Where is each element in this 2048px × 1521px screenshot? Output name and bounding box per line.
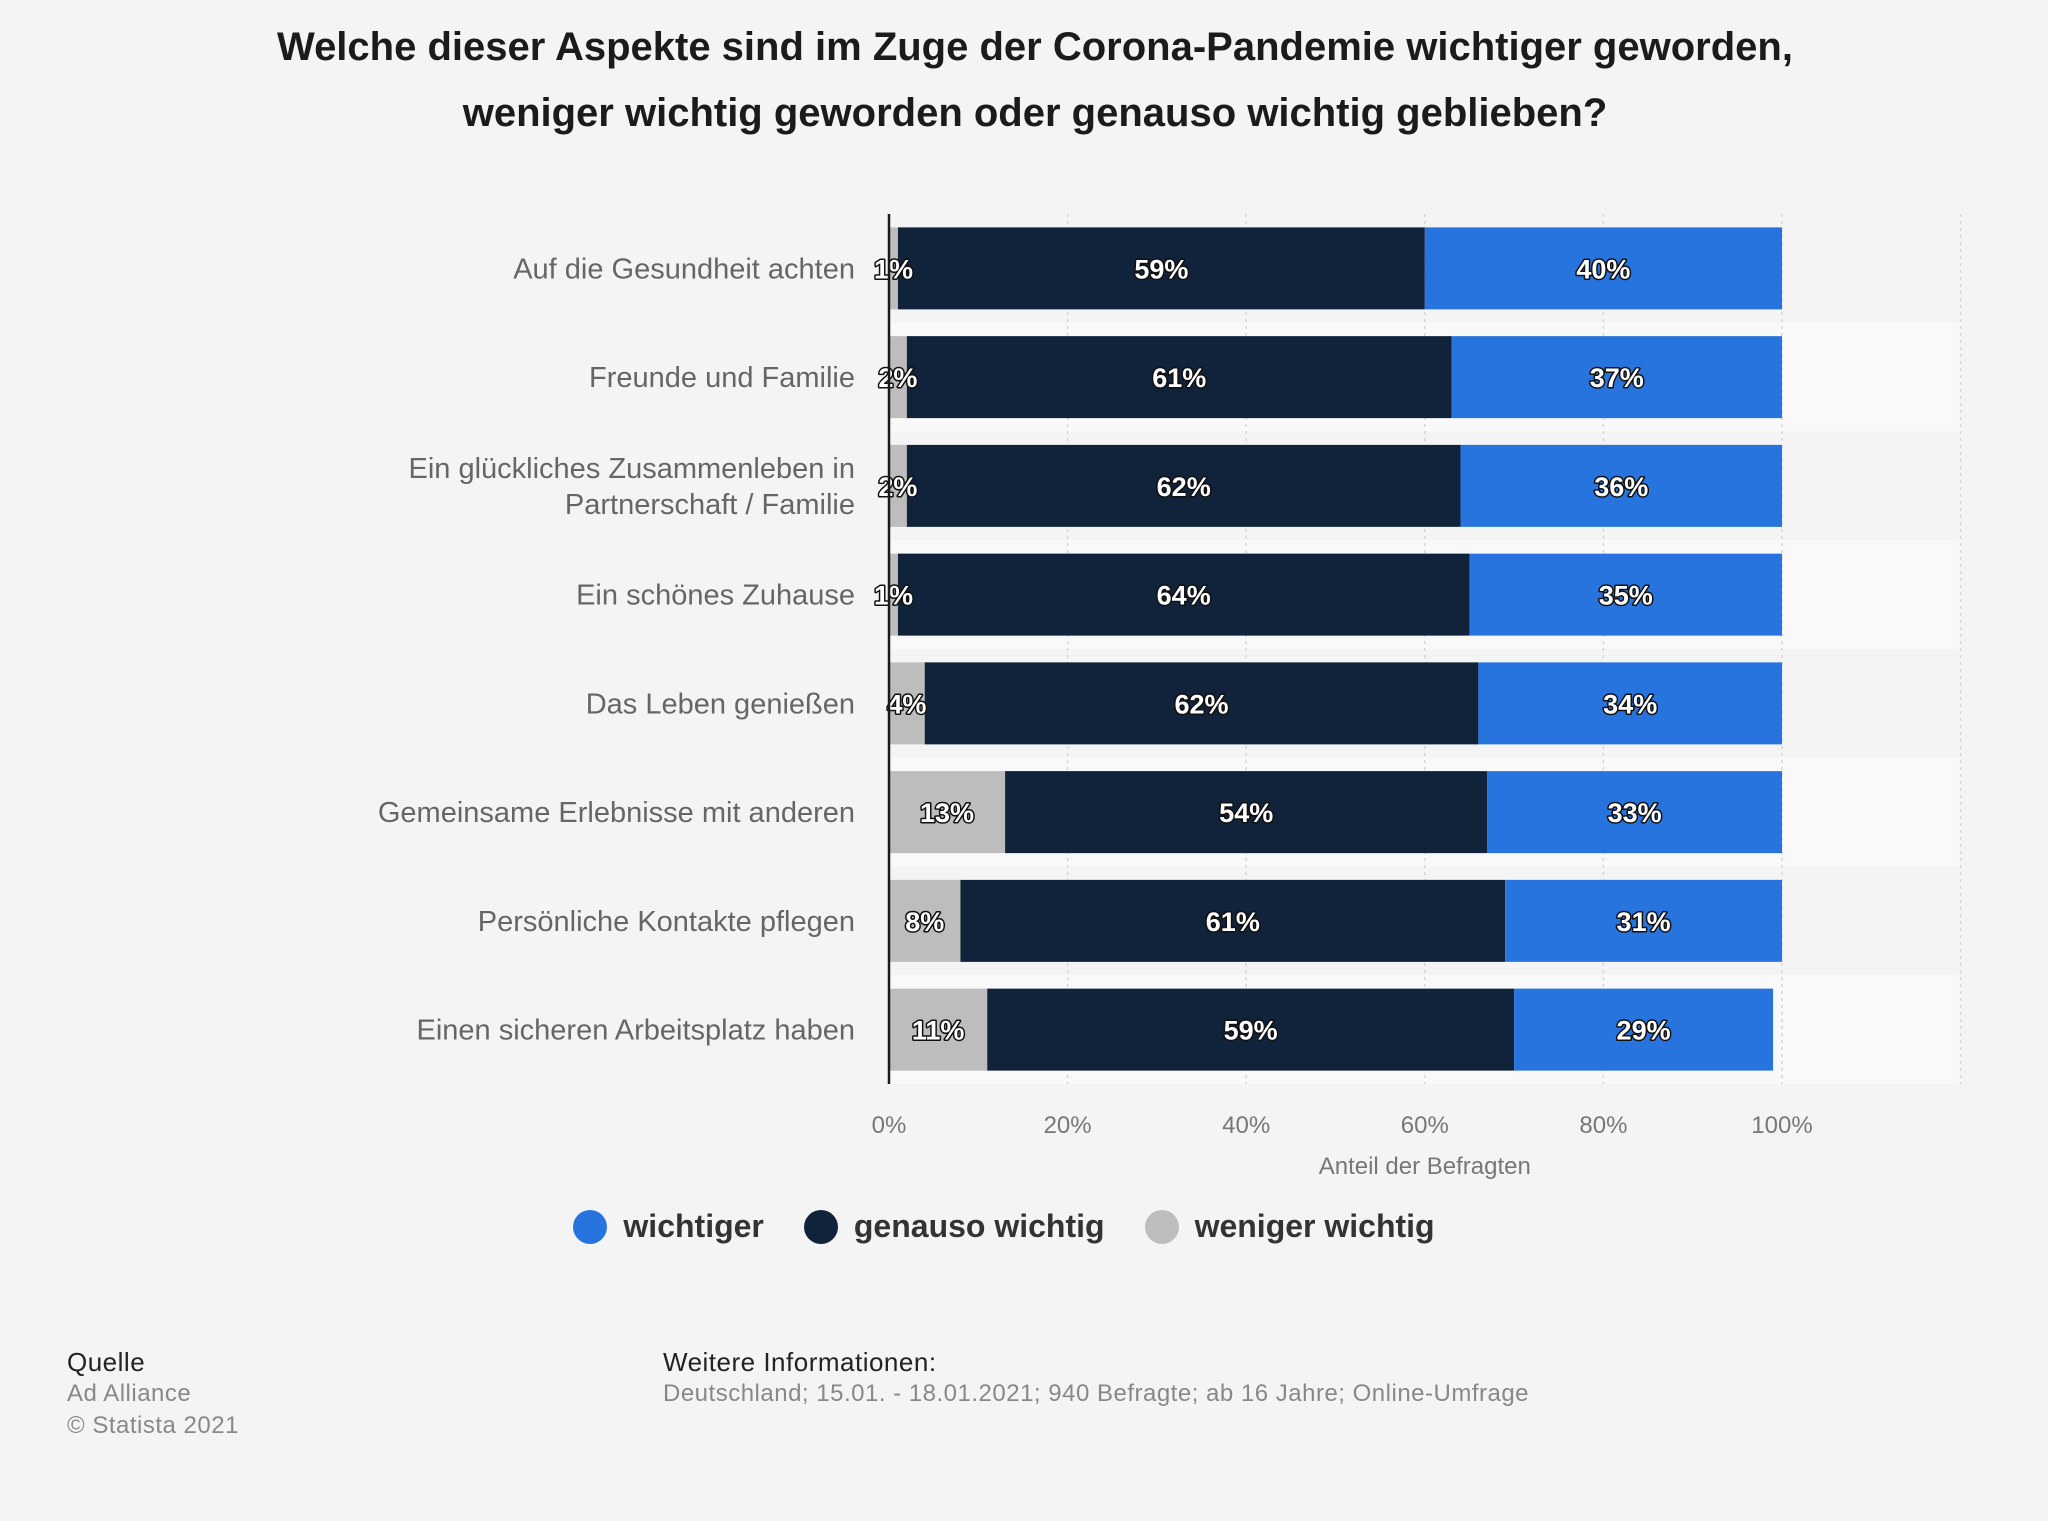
legend-marker-genauso-wichtig — [803, 1209, 838, 1244]
info-block: Weitere Informationen: Deutschland; 15.0… — [663, 1346, 1529, 1410]
info-heading[interactable]: Weitere Informationen: — [663, 1347, 937, 1377]
source-name[interactable]: Ad Alliance — [67, 1380, 192, 1407]
data-label-genauso-wichtig: 61% — [1206, 907, 1260, 937]
bar-wichtiger[interactable] — [1478, 662, 1782, 745]
bar-weniger-wichtig[interactable] — [889, 771, 1006, 854]
legend-item-weniger-wichtig[interactable]: weniger wichtig — [1144, 1208, 1435, 1245]
data-label-weniger-wichtig: 13% — [920, 798, 974, 828]
data-label-wichtiger: 31% — [1617, 907, 1671, 937]
x-tick-label: 80% — [1579, 1112, 1627, 1139]
copyright: © Statista 2021 — [67, 1412, 239, 1439]
chart-title-line-1: Welche dieser Aspekte sind im Zuge der C… — [277, 25, 1793, 69]
category-label: Das Leben genießen — [586, 688, 855, 720]
stacked-bar-chart: 1% 59% 40% Auf die Gesundheit achten 2% 61% 37… — [378, 214, 1962, 1180]
bar-wichtiger[interactable] — [1451, 336, 1782, 419]
data-label-genauso-wichtig: 54% — [1219, 798, 1273, 828]
data-label-wichtiger: 33% — [1608, 798, 1662, 828]
source-block: Quelle Ad Alliance © Statista 2021 — [67, 1346, 239, 1442]
bar-genauso-wichtig[interactable] — [897, 227, 1425, 310]
bar-weniger-wichtig[interactable] — [889, 662, 925, 745]
bar-wichtiger[interactable] — [1514, 988, 1774, 1071]
data-label-weniger-wichtig: 8% — [905, 907, 944, 937]
legend-label-genauso-wichtig: genauso wichtig — [853, 1208, 1105, 1244]
bar-wichtiger[interactable] — [1424, 227, 1782, 310]
bar-genauso-wichtig[interactable] — [924, 662, 1479, 745]
bar-genauso-wichtig[interactable] — [906, 336, 1452, 419]
bar-weniger-wichtig[interactable] — [889, 879, 961, 962]
legend-marker-wichtiger — [573, 1209, 608, 1244]
data-label-weniger-wichtig: 11% — [912, 1016, 965, 1046]
legend-marker-weniger-wichtig — [1144, 1209, 1179, 1244]
category-label: Gemeinsame Erlebnisse mit anderen — [378, 797, 855, 829]
data-label-genauso-wichtig: 59% — [1224, 1016, 1278, 1046]
data-label-weniger-wichtig: 1% — [874, 254, 913, 284]
chart-title: Welche dieser Aspekte sind im Zuge der C… — [120, 14, 1950, 146]
x-tick-label: 20% — [1044, 1112, 1092, 1139]
data-label-genauso-wichtig: 61% — [1152, 363, 1206, 393]
legend-item-wichtiger[interactable]: wichtiger — [573, 1208, 764, 1245]
bar-wichtiger[interactable] — [1487, 771, 1782, 854]
legend-label-weniger-wichtig: weniger wichtig — [1194, 1208, 1435, 1244]
data-label-wichtiger: 34% — [1603, 689, 1657, 719]
bar-genauso-wichtig[interactable] — [906, 444, 1461, 527]
bar-weniger-wichtig[interactable] — [889, 227, 898, 310]
source-heading: Quelle — [67, 1347, 146, 1377]
data-label-weniger-wichtig: 2% — [878, 363, 917, 393]
data-label-genauso-wichtig: 59% — [1134, 254, 1188, 284]
x-tick-label: 0% — [872, 1112, 907, 1139]
x-tick-label: 40% — [1222, 1112, 1270, 1139]
bar-wichtiger[interactable] — [1505, 879, 1782, 962]
chart-title-line-2: weniger wichtig geworden oder genauso wi… — [462, 91, 1608, 135]
data-label-weniger-wichtig: 2% — [878, 472, 917, 502]
bar-genauso-wichtig[interactable] — [897, 553, 1470, 636]
bar-genauso-wichtig[interactable] — [960, 879, 1506, 962]
legend-label-wichtiger: wichtiger — [623, 1208, 764, 1244]
bar-wichtiger[interactable] — [1469, 553, 1782, 636]
category-label: Einen sicheren Arbeitsplatz haben — [416, 1015, 855, 1047]
category-label: Freunde und Familie — [589, 362, 855, 394]
bar-genauso-wichtig[interactable] — [1005, 771, 1488, 854]
legend-item-genauso-wichtig[interactable]: genauso wichtig — [803, 1208, 1105, 1245]
bar-wichtiger[interactable] — [1460, 444, 1782, 527]
x-axis-title: Anteil der Befragten — [1319, 1153, 1531, 1180]
data-label-wichtiger: 35% — [1599, 581, 1653, 611]
category-label: Persönliche Kontakte pflegen — [478, 906, 855, 938]
data-label-wichtiger: 36% — [1594, 472, 1648, 502]
data-label-weniger-wichtig: 4% — [887, 689, 926, 719]
bar-weniger-wichtig[interactable] — [889, 444, 907, 527]
x-tick-label: 60% — [1401, 1112, 1449, 1139]
data-label-weniger-wichtig: 1% — [874, 581, 913, 611]
category-label: Ein schönes Zuhause — [576, 580, 855, 612]
bar-genauso-wichtig[interactable] — [987, 988, 1515, 1071]
chart-legend: wichtiger genauso wichtig weniger wichti… — [0, 1208, 2028, 1245]
bar-weniger-wichtig[interactable] — [889, 336, 907, 419]
data-label-genauso-wichtig: 62% — [1175, 689, 1229, 719]
data-label-wichtiger: 29% — [1617, 1016, 1671, 1046]
data-label-genauso-wichtig: 64% — [1157, 581, 1211, 611]
category-label: Ein glückliches Zusammenleben in Partners… — [409, 453, 856, 521]
data-label-genauso-wichtig: 62% — [1157, 472, 1211, 502]
info-text: Deutschland; 15.01. - 18.01.2021; 940 Be… — [663, 1380, 1530, 1407]
category-label: Auf die Gesundheit achten — [513, 253, 855, 285]
data-label-wichtiger: 40% — [1576, 254, 1630, 284]
x-tick-label: 100% — [1751, 1112, 1812, 1139]
bar-weniger-wichtig[interactable] — [889, 553, 898, 636]
data-label-wichtiger: 37% — [1590, 363, 1644, 393]
bar-weniger-wichtig[interactable] — [889, 988, 988, 1071]
